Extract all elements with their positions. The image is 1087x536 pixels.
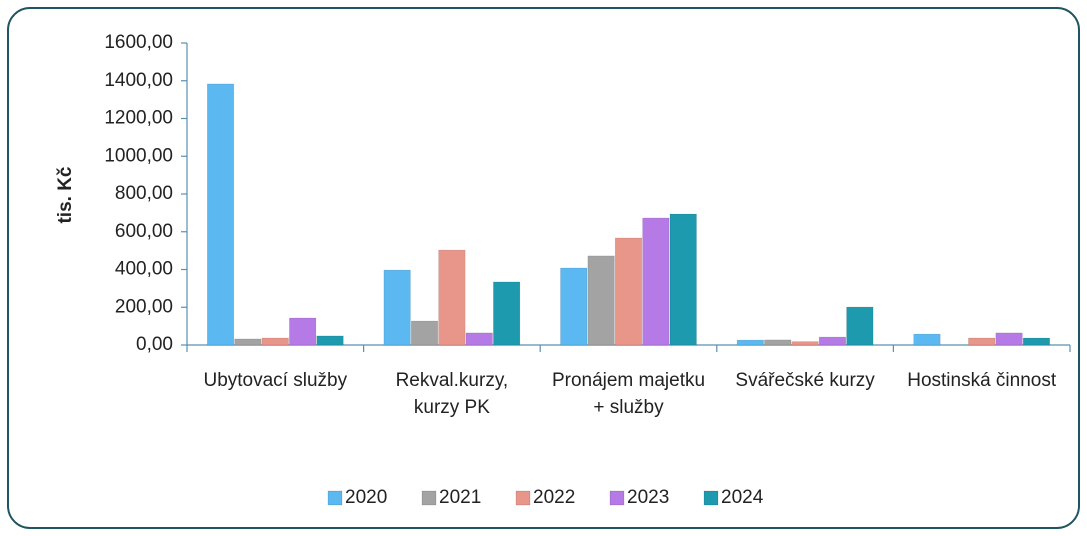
legend-label: 2020 — [345, 487, 387, 508]
bar — [560, 267, 588, 346]
legend-label: 2022 — [533, 487, 575, 508]
legend-swatch — [609, 490, 625, 506]
legend-swatch — [515, 490, 531, 506]
y-tick-label: 1200,00 — [104, 108, 173, 129]
x-tick-label: Pronájem majetku + služby — [551, 370, 706, 418]
legend-label: 2021 — [439, 487, 481, 508]
bar — [818, 336, 847, 346]
bar — [493, 281, 521, 346]
bar — [669, 213, 697, 346]
y-tick-label: 1600,00 — [104, 32, 173, 53]
bar — [764, 339, 792, 346]
bar — [913, 333, 941, 346]
legend-swatch — [703, 490, 719, 506]
y-tick-label: 200,00 — [115, 296, 173, 317]
bar — [791, 341, 819, 346]
bar — [261, 337, 289, 346]
y-axis-label: tis. Kč — [55, 166, 76, 223]
legend-swatch — [421, 490, 437, 506]
y-tick-label: 1400,00 — [104, 70, 173, 91]
x-tick-label: Svářečské kurzy — [735, 370, 875, 391]
bar — [438, 249, 466, 346]
bar — [642, 217, 670, 346]
bar — [846, 306, 874, 346]
bar — [968, 337, 996, 346]
bar — [289, 317, 317, 346]
y-tick-label: 1000,00 — [104, 145, 173, 166]
bar — [995, 332, 1023, 346]
bar — [234, 338, 262, 346]
legend-label: 2024 — [721, 487, 764, 508]
y-tick-label: 800,00 — [115, 183, 173, 204]
bar — [587, 255, 615, 346]
x-tick-label: Rekval.kurzy, kurzy PK — [395, 370, 509, 418]
bar — [465, 332, 493, 346]
y-tick-label: 600,00 — [115, 221, 173, 242]
bar — [207, 83, 235, 346]
legend-swatch — [327, 490, 343, 506]
x-tick-label: Hostinská činnost — [907, 370, 1057, 391]
bar — [383, 269, 411, 346]
bar — [614, 237, 643, 346]
x-tick-label: Ubytovací služby — [203, 370, 348, 391]
bar — [736, 339, 764, 346]
bar — [1022, 337, 1050, 346]
y-tick-label: 0,00 — [136, 334, 173, 355]
bar — [316, 335, 344, 346]
y-tick-label: 400,00 — [115, 259, 173, 280]
legend-label: 2023 — [627, 487, 669, 508]
bar — [410, 320, 439, 346]
chart-frame — [7, 7, 1080, 529]
